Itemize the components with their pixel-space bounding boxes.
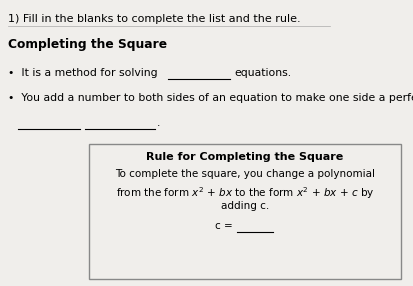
Text: .: . xyxy=(157,118,160,128)
Text: Completing the Square: Completing the Square xyxy=(8,38,167,51)
Text: Rule for Completing the Square: Rule for Completing the Square xyxy=(146,152,344,162)
Text: c =: c = xyxy=(215,221,233,231)
Text: adding c.: adding c. xyxy=(221,201,269,211)
Text: To complete the square, you change a polynomial: To complete the square, you change a pol… xyxy=(115,169,375,179)
Text: equations.: equations. xyxy=(234,68,291,78)
FancyBboxPatch shape xyxy=(89,144,401,279)
Text: from the form $x^2$ + $bx$ to the form $x^2$ + $bx$ + $c$ by: from the form $x^2$ + $bx$ to the form $… xyxy=(116,185,374,201)
Text: •  You add a number to both sides of an equation to make one side a perfect: • You add a number to both sides of an e… xyxy=(8,93,413,103)
Text: •  It is a method for solving: • It is a method for solving xyxy=(8,68,158,78)
Text: 1) Fill in the blanks to complete the list and the rule.: 1) Fill in the blanks to complete the li… xyxy=(8,14,301,24)
